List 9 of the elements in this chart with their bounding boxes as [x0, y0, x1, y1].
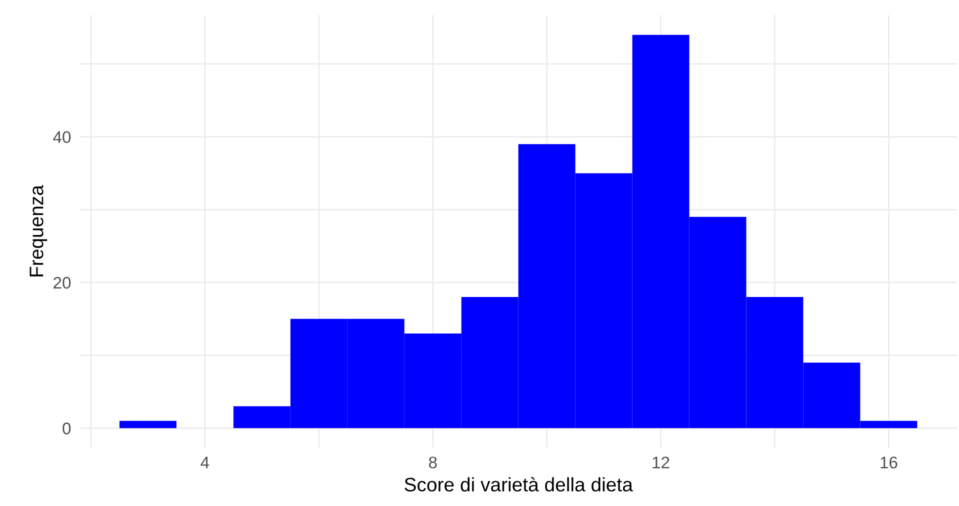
- y-tick-label: 40: [53, 131, 71, 144]
- x-tick-label: 12: [652, 456, 670, 468]
- y-tick-label: 0: [62, 422, 71, 434]
- x-axis-title: Score di varietà della dieta: [404, 477, 633, 492]
- x-tick-label: 4: [200, 456, 210, 468]
- x-tick-label: 8: [428, 456, 437, 468]
- y-tick-label: 20: [54, 276, 71, 289]
- x-tick-label: 16: [880, 456, 898, 468]
- y-axis-title: Frequenza: [30, 185, 48, 276]
